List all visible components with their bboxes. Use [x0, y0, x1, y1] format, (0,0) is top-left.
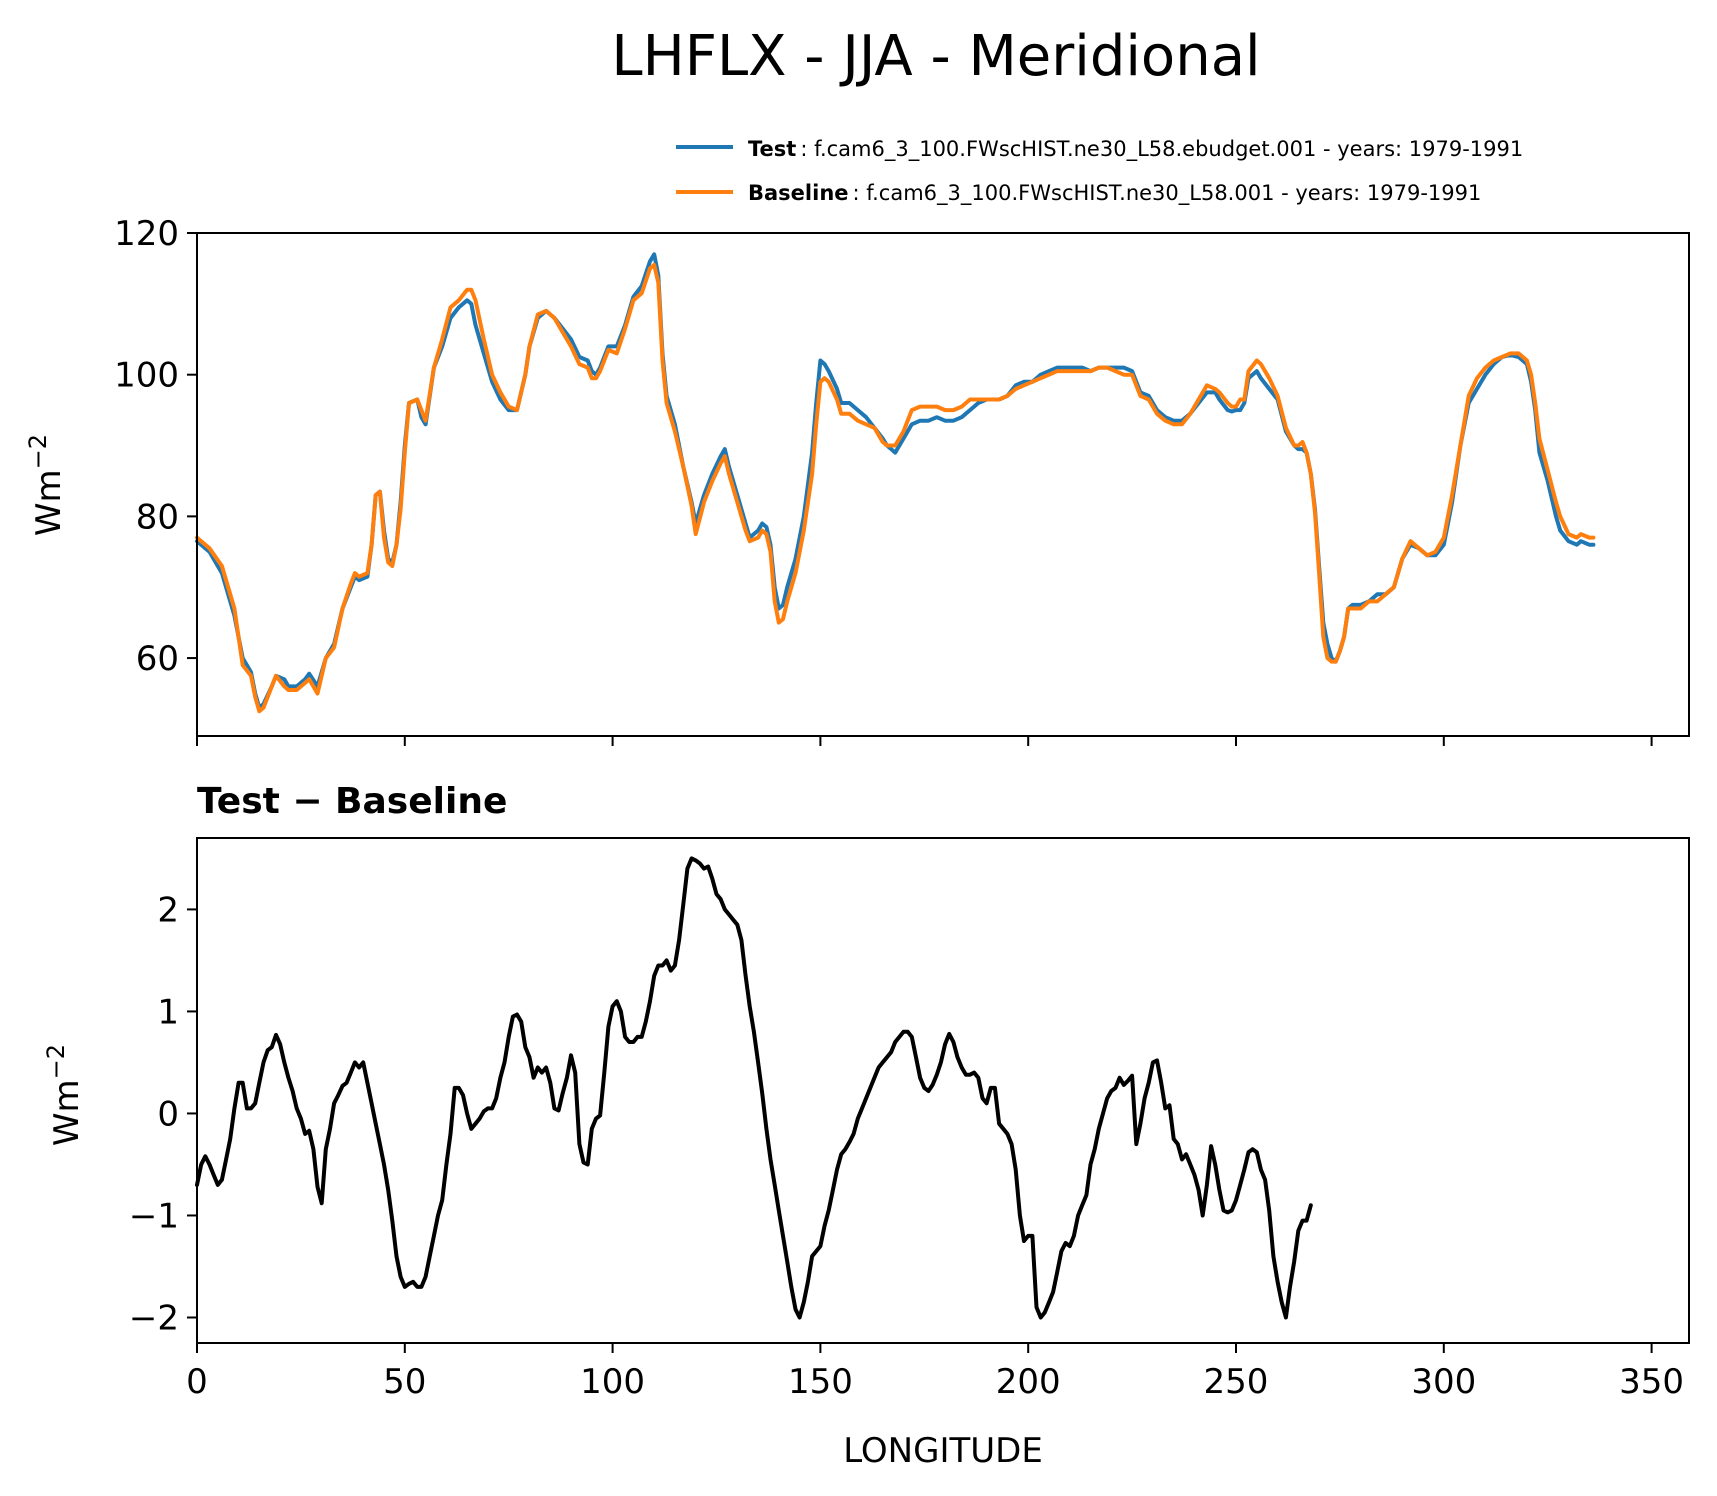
legend-baseline-label: Baseline: [748, 181, 849, 205]
x-axis-label: LONGITUDE: [843, 1431, 1043, 1471]
legend: Test: f.cam6_3_100.FWscHIST.ne30_L58.ebu…: [676, 137, 1523, 206]
bottom-plot-frame: [196, 837, 1690, 1344]
bottom-y-tick-label: −1: [129, 1196, 179, 1236]
bottom-series-group: [195, 856, 1313, 1320]
top-y-axis-label: Wm−2: [24, 434, 69, 536]
top-y-tick-label: 120: [114, 214, 179, 254]
top-y-tick-label: 60: [136, 639, 179, 679]
bottom-y-tick-label: 1: [157, 992, 179, 1032]
bottom-x-tick-label: 150: [788, 1362, 853, 1402]
legend-baseline-text: : f.cam6_3_100.FWscHIST.ne30_L58.001 - y…: [853, 181, 1482, 206]
top-x-axis: [196, 736, 1653, 746]
figure-title: LHFLX - JJA - Meridional: [611, 24, 1260, 89]
legend-test-entry: Test: f.cam6_3_100.FWscHIST.ne30_L58.ebu…: [748, 137, 1523, 162]
bottom-panel-title: Test − Baseline: [197, 781, 507, 822]
bottom-y-axis-label-sup: −2: [42, 1044, 70, 1079]
bottom-x-tick-label: 0: [186, 1362, 208, 1402]
bottom-x-tick-label: 300: [1411, 1362, 1476, 1402]
bottom-y-tick-label: 0: [157, 1094, 179, 1134]
top-y-axis-label-sup: −2: [24, 434, 52, 469]
legend-baseline-entry: Baseline: f.cam6_3_100.FWscHIST.ne30_L58…: [748, 181, 1481, 206]
top-y-tick-label: 100: [114, 356, 179, 396]
bottom-y-axis-label: Wm−2: [42, 1044, 87, 1146]
top-y-tick-label: 80: [136, 497, 179, 537]
bottom-y-tick-label: −2: [129, 1298, 179, 1338]
bottom-y-tick-label: 2: [157, 890, 179, 930]
top-series-group: [195, 252, 1596, 714]
legend-test-text: : f.cam6_3_100.FWscHIST.ne30_L58.ebudget…: [800, 137, 1523, 162]
legend-test-label: Test: [748, 137, 796, 161]
bottom-x-tick-label: 50: [383, 1362, 426, 1402]
bottom-x-tick-label: 100: [580, 1362, 645, 1402]
top-y-axis-label-base: Wm: [29, 469, 69, 536]
top-plot-frame: [196, 232, 1690, 737]
bottom-x-tick-label: 350: [1619, 1362, 1684, 1402]
bottom-x-tick-label: 250: [1204, 1362, 1269, 1402]
bottom-x-axis: 0 50 100 150 200 250 300 350: [186, 1343, 1684, 1402]
bottom-series-test-baseline: [195, 856, 1313, 1320]
bottom-y-axis-label-base: Wm: [47, 1079, 87, 1146]
bottom-x-tick-label: 200: [996, 1362, 1061, 1402]
top-panel: 60 80 100 120 Wm−2: [24, 214, 1690, 746]
top-series-baseline: [195, 262, 1596, 714]
bottom-y-axis: −2 −1 0 1 2: [129, 890, 197, 1338]
top-series-test: [195, 252, 1596, 710]
top-y-axis: 60 80 100 120: [114, 214, 197, 679]
